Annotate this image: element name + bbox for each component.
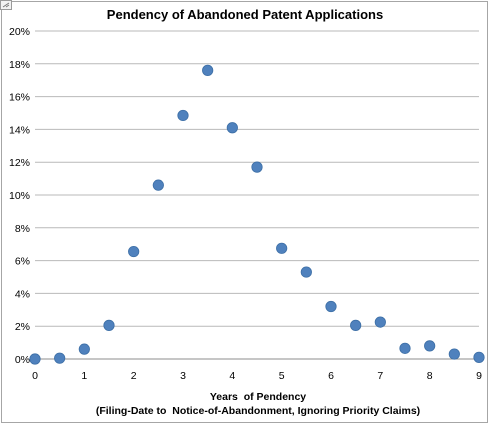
data-point	[424, 340, 436, 352]
data-point	[103, 319, 115, 331]
data-point	[399, 342, 411, 354]
y-tick-label: 14%	[9, 124, 30, 136]
x-tick-label: 8	[427, 370, 433, 382]
data-point	[152, 179, 164, 191]
x-tick-label: 9	[476, 370, 482, 382]
y-tick-label: 0%	[15, 354, 30, 366]
y-tick-label: 20%	[9, 26, 30, 38]
x-tick-label: 0	[32, 370, 38, 382]
x-tick-label: 2	[131, 370, 137, 382]
y-tick-label: 2%	[15, 321, 30, 333]
data-point	[128, 245, 140, 258]
data-point	[374, 316, 386, 328]
data-point	[251, 161, 263, 173]
y-tick-label: 16%	[9, 92, 30, 104]
data-points	[29, 64, 485, 365]
x-axis-ticks: 0 1 2 3 4 5 6 7 8 9	[32, 370, 482, 382]
y-tick-label: 18%	[9, 59, 30, 71]
data-point	[54, 352, 66, 364]
x-tick-label: 7	[377, 370, 383, 382]
data-point	[226, 122, 238, 134]
data-point	[29, 353, 41, 365]
y-tick-label: 10%	[9, 190, 30, 202]
data-point	[473, 351, 485, 363]
x-axis-label: Years of Pendency	[210, 391, 306, 403]
y-tick-label: 4%	[15, 288, 30, 300]
x-tick-label: 5	[279, 370, 285, 382]
data-point	[276, 242, 288, 254]
data-point	[202, 64, 214, 76]
data-point	[177, 109, 189, 122]
x-tick-label: 3	[180, 370, 186, 382]
y-tick-label: 12%	[9, 157, 30, 169]
x-tick-label: 6	[328, 370, 334, 382]
y-axis-ticks: 0% 2% 4% 6% 8% 10% 12% 14% 16% 18% 20%	[9, 26, 30, 366]
y-tick-label: 6%	[15, 256, 30, 268]
data-point	[78, 343, 90, 355]
x-tick-label: 1	[81, 370, 87, 382]
y-tick-label: 8%	[15, 223, 30, 235]
x-tick-label: 4	[229, 370, 235, 382]
data-point	[350, 319, 362, 331]
data-point	[300, 266, 312, 278]
chart-title: Pendency of Abandoned Patent Application…	[107, 7, 383, 22]
x-axis-sublabel: (Filing-Date to Notice-of-Abandonment, I…	[96, 405, 420, 417]
data-point	[448, 348, 460, 360]
resize-grip-icon	[0, 0, 12, 10]
gridlines	[35, 30, 479, 327]
data-point	[325, 300, 337, 313]
